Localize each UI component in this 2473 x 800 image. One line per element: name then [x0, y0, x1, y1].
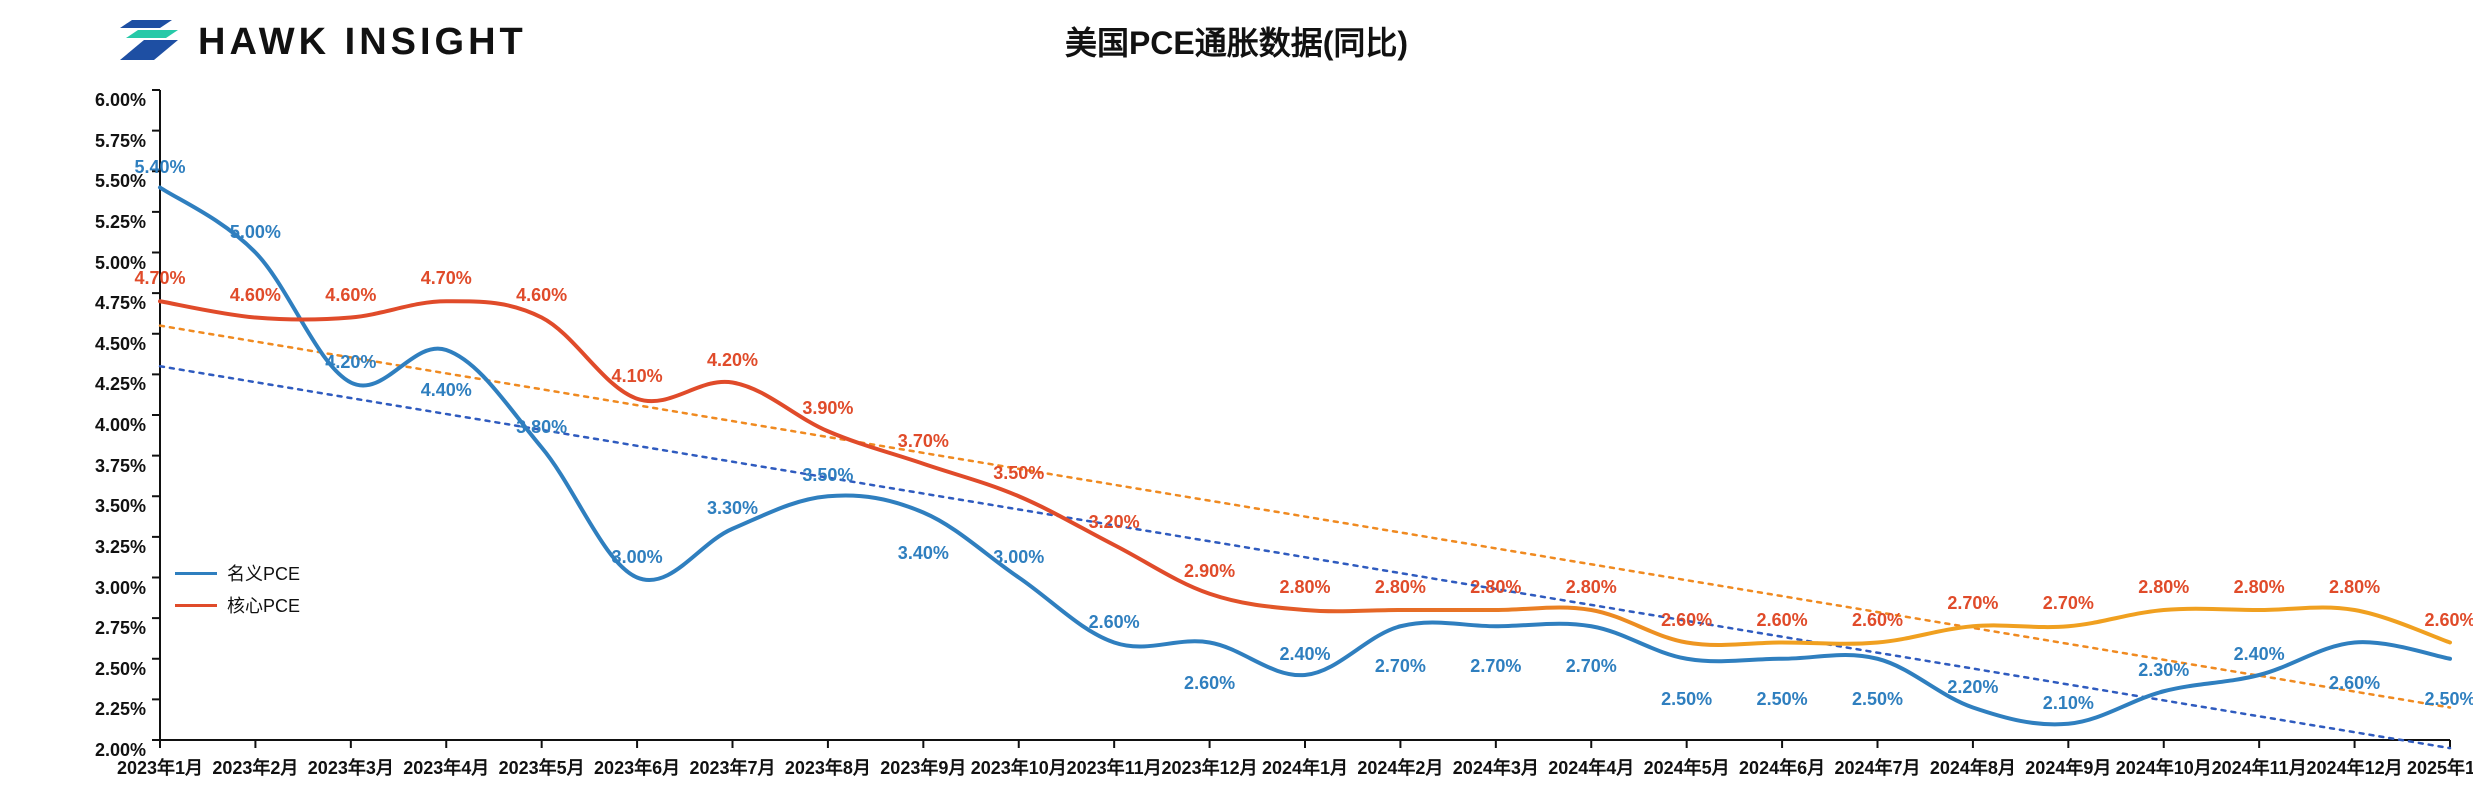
- data-label-nominal: 5.00%: [230, 222, 281, 243]
- data-label-core: 2.80%: [2138, 577, 2189, 598]
- data-label-nominal: 2.40%: [1279, 644, 1330, 665]
- x-tick-label: 2024年4月: [1548, 754, 1634, 780]
- x-tick-label: 2024年11月: [2212, 754, 2307, 780]
- x-tick-label: 2023年11月: [1067, 754, 1162, 780]
- x-tick-label: 2023年6月: [594, 754, 680, 780]
- data-label-nominal: 3.00%: [993, 547, 1044, 568]
- data-label-nominal: 3.80%: [516, 417, 567, 438]
- data-label-core: 2.80%: [1470, 577, 1521, 598]
- x-tick-label: 2024年9月: [2025, 754, 2111, 780]
- data-label-core: 2.80%: [1566, 577, 1617, 598]
- data-label-nominal: 2.70%: [1470, 656, 1521, 677]
- x-tick-label: 2024年12月: [2307, 754, 2403, 780]
- data-label-nominal: 2.30%: [2138, 660, 2189, 681]
- data-label-core: 3.70%: [898, 431, 949, 452]
- data-label-core: 2.80%: [1279, 577, 1330, 598]
- data-label-core: 3.90%: [802, 398, 853, 419]
- x-tick-label: 2023年7月: [689, 754, 775, 780]
- data-label-nominal: 2.60%: [2329, 673, 2380, 694]
- data-label-nominal: 2.50%: [1661, 689, 1712, 710]
- data-label-nominal: 2.50%: [1757, 689, 1808, 710]
- x-tick-label: 2023年10月: [971, 754, 1067, 780]
- data-label-nominal: 2.60%: [1089, 612, 1140, 633]
- data-label-core: 2.80%: [2234, 577, 2285, 598]
- data-label-core: 3.50%: [993, 463, 1044, 484]
- data-label-nominal: 2.70%: [1566, 656, 1617, 677]
- x-tick-label: 2023年1月: [117, 754, 203, 780]
- chart-container: HAWK INSIGHT 美国PCE通胀数据(同比) 2.00%2.25%2.5…: [0, 0, 2473, 800]
- data-label-nominal: 3.40%: [898, 543, 949, 564]
- data-label-core: 2.90%: [1184, 561, 1235, 582]
- data-label-nominal: 2.70%: [1375, 656, 1426, 677]
- x-tick-label: 2025年1月: [2407, 754, 2473, 780]
- legend-item: 核心PCE: [175, 592, 300, 618]
- x-tick-label: 2023年9月: [880, 754, 966, 780]
- data-label-nominal: 3.00%: [612, 547, 663, 568]
- data-label-core: 2.60%: [2424, 610, 2473, 631]
- line-chart: [0, 0, 2473, 800]
- data-label-nominal: 3.30%: [707, 498, 758, 519]
- x-tick-label: 2024年2月: [1357, 754, 1443, 780]
- x-tick-label: 2023年5月: [499, 754, 585, 780]
- legend-item: 名义PCE: [175, 560, 300, 586]
- x-tick-label: 2024年5月: [1644, 754, 1730, 780]
- data-label-nominal: 2.40%: [2234, 644, 2285, 665]
- legend: 名义PCE 核心PCE: [175, 560, 300, 624]
- legend-label: 名义PCE: [227, 560, 300, 586]
- legend-swatch: [175, 572, 217, 575]
- x-tick-label: 2023年4月: [403, 754, 489, 780]
- data-label-core: 4.60%: [516, 285, 567, 306]
- x-tick-label: 2023年2月: [212, 754, 298, 780]
- data-label-core: 3.20%: [1089, 512, 1140, 533]
- data-label-nominal: 4.40%: [421, 380, 472, 401]
- data-label-core: 2.60%: [1757, 610, 1808, 631]
- x-tick-label: 2023年12月: [1162, 754, 1258, 780]
- legend-label: 核心PCE: [227, 592, 300, 618]
- x-tick-label: 2024年1月: [1262, 754, 1348, 780]
- x-tick-label: 2024年3月: [1453, 754, 1539, 780]
- x-tick-label: 2023年8月: [785, 754, 871, 780]
- data-label-core: 2.80%: [1375, 577, 1426, 598]
- data-label-core: 4.10%: [612, 366, 663, 387]
- data-label-nominal: 3.50%: [802, 465, 853, 486]
- x-tick-label: 2024年10月: [2116, 754, 2212, 780]
- data-label-core: 4.60%: [325, 285, 376, 306]
- x-tick-label: 2023年3月: [308, 754, 394, 780]
- data-label-core: 4.60%: [230, 285, 281, 306]
- legend-swatch: [175, 604, 217, 607]
- data-label-core: 2.70%: [2043, 593, 2094, 614]
- data-label-core: 4.70%: [421, 268, 472, 289]
- data-label-nominal: 2.20%: [1947, 677, 1998, 698]
- data-label-core: 2.80%: [2329, 577, 2380, 598]
- x-tick-label: 2024年8月: [1930, 754, 2016, 780]
- data-label-nominal: 2.50%: [1852, 689, 1903, 710]
- data-label-nominal: 5.40%: [134, 157, 185, 178]
- data-label-core: 4.20%: [707, 350, 758, 371]
- x-tick-label: 2024年7月: [1834, 754, 1920, 780]
- data-label-core: 2.70%: [1947, 593, 1998, 614]
- data-label-nominal: 2.60%: [1184, 673, 1235, 694]
- data-label-nominal: 2.10%: [2043, 693, 2094, 714]
- x-tick-label: 2024年6月: [1739, 754, 1825, 780]
- data-label-core: 2.60%: [1852, 610, 1903, 631]
- data-label-nominal: 2.50%: [2424, 689, 2473, 710]
- data-label-nominal: 4.20%: [325, 352, 376, 373]
- data-label-core: 4.70%: [134, 268, 185, 289]
- data-label-core: 2.60%: [1661, 610, 1712, 631]
